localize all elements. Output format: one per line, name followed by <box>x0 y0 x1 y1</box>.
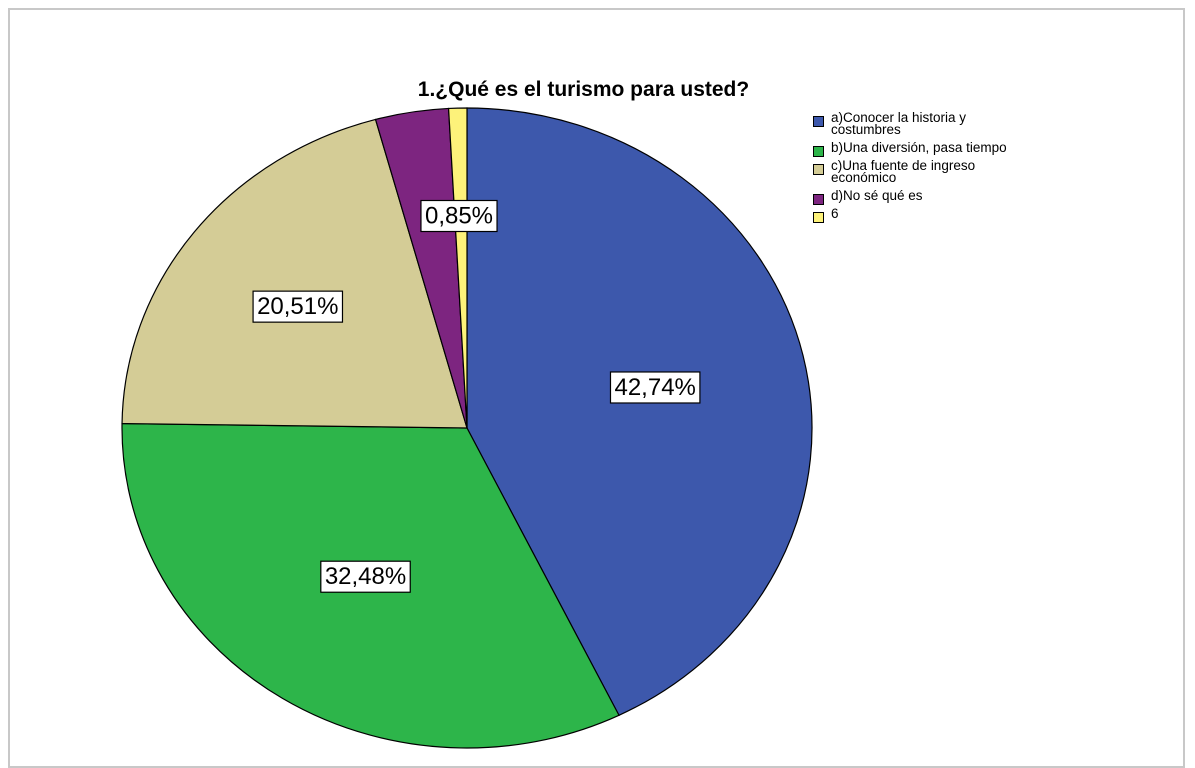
legend-label: d)No sé qué es <box>831 188 923 203</box>
legend-item: d)No sé qué es <box>813 188 1023 205</box>
pie-slice <box>447 107 468 429</box>
legend-swatch <box>813 194 824 205</box>
legend: a)Conocer la historia y costumbres b)Una… <box>813 110 1023 226</box>
legend-item: 6 <box>813 206 1023 223</box>
pie-slice <box>121 118 468 429</box>
svg-text:0,85%: 0,85% <box>425 203 493 230</box>
pie-slice <box>466 107 813 717</box>
slice-value-label: 32,48% <box>320 560 411 593</box>
legend-swatch <box>813 116 824 127</box>
pie-chart: 42,74% 32,48% 20,51% 0,85% <box>121 107 813 749</box>
svg-text:20,51%: 20,51% <box>257 293 338 320</box>
legend-swatch <box>813 212 824 223</box>
slice-value-label: 20,51% <box>252 290 344 323</box>
slice-value-label: 0,85% <box>420 199 498 233</box>
svg-text:42,74%: 42,74% <box>614 374 695 401</box>
legend-label: b)Una diversión, pasa tiempo <box>831 140 1007 155</box>
legend-label: a)Conocer la historia y costumbres <box>831 110 967 137</box>
chart-title-text: 1.¿Qué es el turismo para usted? <box>417 78 750 101</box>
legend-swatch <box>813 164 824 175</box>
legend-label: c)Una fuente de ingreso económico <box>831 158 976 185</box>
chart-title: 1.¿Qué es el turismo para usted? <box>0 78 1195 102</box>
legend-swatch <box>813 146 824 157</box>
slice-value-label: 42,74% <box>609 371 701 404</box>
legend-item: a)Conocer la historia y costumbres <box>813 110 1023 137</box>
legend-label: 6 <box>831 206 839 221</box>
svg-text:32,48%: 32,48% <box>325 563 406 590</box>
legend-item: c)Una fuente de ingreso económico <box>813 158 1023 185</box>
legend-item: b)Una diversión, pasa tiempo <box>813 140 1023 157</box>
